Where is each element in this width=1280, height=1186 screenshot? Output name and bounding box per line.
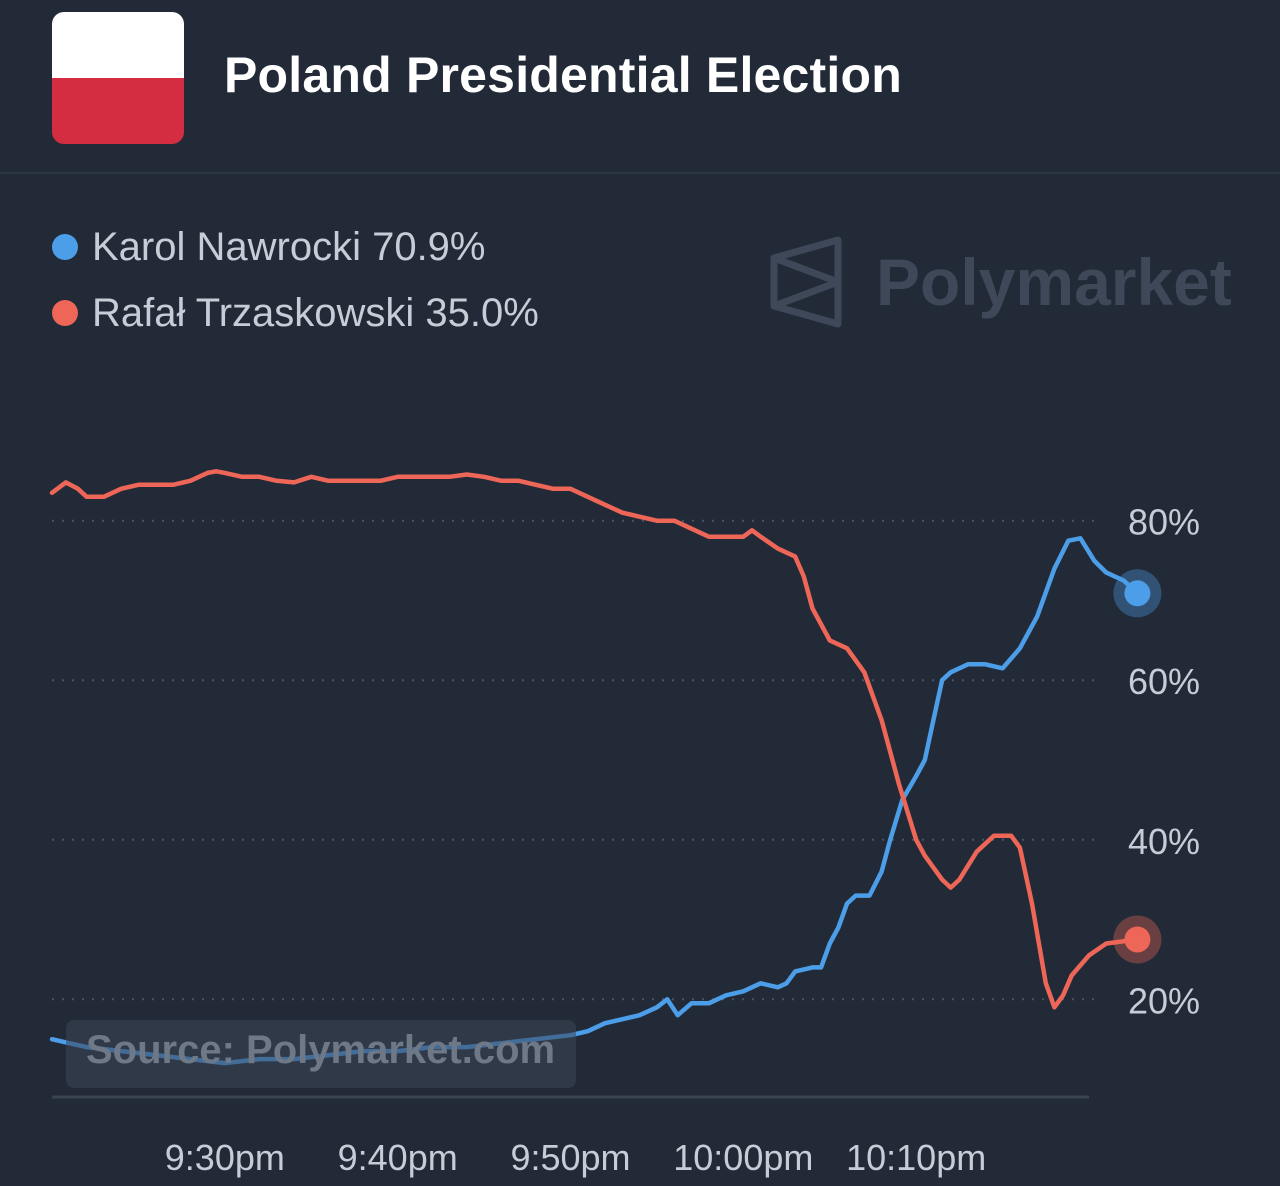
header: Poland Presidential Election bbox=[0, 0, 1280, 174]
watermark-text: Polymarket bbox=[876, 245, 1232, 319]
legend: Karol Nawrocki 70.9% Rafał Trzaskowski 3… bbox=[52, 222, 539, 354]
x-tick-label: 9:50pm bbox=[510, 1137, 630, 1178]
y-tick-label: 40% bbox=[1128, 821, 1200, 862]
x-tick-label: 9:40pm bbox=[338, 1137, 458, 1178]
end-marker-nawrocki[interactable] bbox=[1124, 580, 1151, 607]
series-lines bbox=[49, 469, 1162, 1066]
poland-flag-icon bbox=[52, 12, 184, 144]
legend-dot-nawrocki-icon bbox=[52, 234, 78, 260]
x-tick-label: 10:10pm bbox=[846, 1137, 986, 1178]
legend-label-nawrocki: Karol Nawrocki 70.9% bbox=[92, 224, 486, 269]
legend-label-trzaskowski: Rafał Trzaskowski 35.0% bbox=[92, 290, 539, 335]
y-tick-label: 80% bbox=[1128, 502, 1200, 543]
end-marker-trzaskowski[interactable] bbox=[1124, 926, 1151, 953]
legend-item-nawrocki[interactable]: Karol Nawrocki 70.9% bbox=[52, 222, 539, 272]
x-tick-label: 10:00pm bbox=[673, 1137, 813, 1178]
series-line-nawrocki bbox=[49, 536, 1140, 1066]
series-line-trzaskowski bbox=[49, 469, 1140, 1010]
x-axis-ticks: 9:30pm 9:40pm 9:50pm 10:00pm 10:10pm bbox=[165, 1137, 986, 1178]
y-tick-label: 60% bbox=[1128, 661, 1200, 702]
flag-white-band bbox=[52, 12, 184, 78]
page-title: Poland Presidential Election bbox=[224, 47, 902, 103]
polymarket-watermark: Polymarket bbox=[768, 236, 1232, 328]
source-box bbox=[66, 1020, 576, 1088]
y-axis-ticks: 20% 40% 60% 80% bbox=[1128, 502, 1200, 1022]
flag-red-band bbox=[52, 78, 184, 144]
source-text: Source: Polymarket.com bbox=[86, 1028, 556, 1072]
legend-item-trzaskowski[interactable]: Rafał Trzaskowski 35.0% bbox=[52, 288, 539, 338]
y-tick-label: 20% bbox=[1128, 980, 1200, 1021]
polymarket-logo-icon bbox=[770, 236, 842, 328]
legend-dot-trzaskowski-icon bbox=[52, 300, 78, 326]
grid-lines bbox=[52, 519, 1095, 1001]
x-tick-label: 9:30pm bbox=[165, 1137, 285, 1178]
